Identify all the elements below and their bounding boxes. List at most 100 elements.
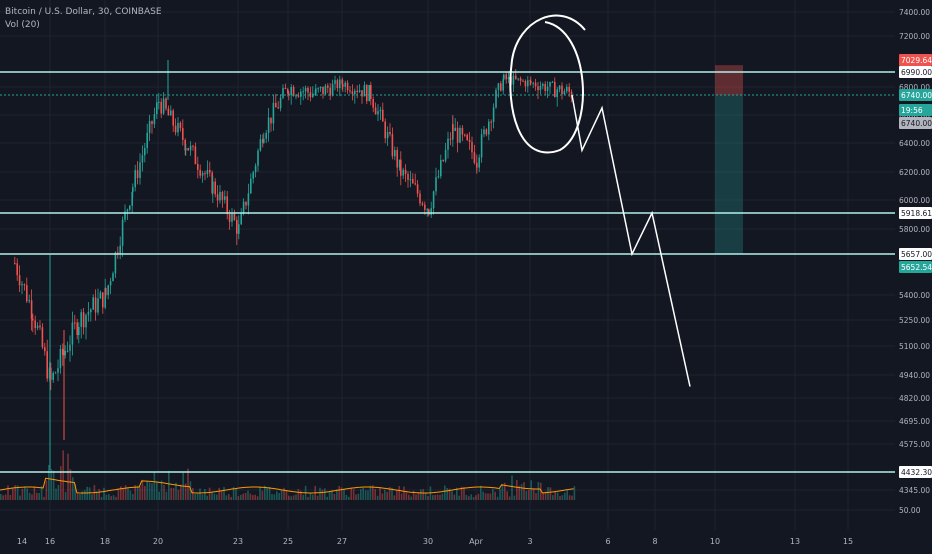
volume-bar [4, 494, 7, 500]
candle [492, 107, 495, 122]
candle [331, 83, 334, 96]
candle [368, 84, 370, 102]
candle [568, 86, 570, 92]
volume-bar [112, 495, 115, 500]
candle [209, 169, 211, 173]
volume-bar [352, 489, 355, 500]
time-axis-bg [0, 530, 932, 550]
volume-bar [532, 488, 535, 500]
candle [384, 121, 386, 139]
horizontal-levels[interactable] [0, 71, 895, 473]
take-profit-zone[interactable] [715, 95, 743, 254]
candle [46, 351, 48, 379]
candle [219, 191, 221, 201]
candle [454, 127, 456, 132]
volume-bar [141, 479, 144, 500]
volume-bar [139, 486, 141, 500]
time-tick-label: 13 [790, 537, 800, 546]
volume-bar [242, 493, 244, 500]
volume-bar [367, 490, 369, 500]
candle [554, 81, 556, 98]
volume-indicator-label[interactable]: Vol (20) [5, 20, 40, 30]
volume-bar [540, 482, 542, 500]
volume-bar [434, 494, 436, 500]
candle [204, 173, 206, 175]
volume-bar [136, 485, 139, 500]
volume-bar [177, 489, 180, 500]
projection-path[interactable] [571, 94, 691, 387]
candle [74, 322, 76, 324]
candle [247, 193, 250, 206]
volume-bar [160, 480, 163, 500]
candle [502, 79, 504, 91]
candle [250, 178, 252, 194]
volume-bar [100, 496, 103, 500]
volume-histogram [0, 450, 576, 500]
volume-bar [295, 494, 297, 500]
volume-bar [408, 494, 410, 500]
volume-bar [446, 488, 448, 500]
price-label-badge [899, 89, 932, 101]
volume-bar [98, 489, 100, 500]
price-tick-label: 4575.00 [899, 440, 930, 449]
volume-bar [127, 488, 129, 500]
price-label: 6740.00 [901, 119, 932, 128]
volume-bar [268, 487, 271, 500]
price-tick-label: 5400.00 [899, 291, 930, 300]
candle [424, 204, 426, 210]
volume-bar [542, 492, 544, 500]
volume-bar [76, 492, 79, 500]
candle [551, 81, 554, 83]
candle [153, 114, 156, 125]
volume-bar [496, 496, 499, 500]
volume-bar [420, 489, 422, 500]
volume-bar [79, 493, 81, 500]
volume-bar [33, 486, 36, 500]
volume-bar [518, 485, 520, 500]
time-axis[interactable]: 14 16 18 20 23 25 27 30 Apr 3 6 8 10 13 15 [0, 530, 932, 550]
price-axis[interactable]: 7400.007200.006990.006800.006600.006400.… [895, 0, 932, 550]
volume-bar [309, 492, 312, 500]
projection-drawing[interactable] [509, 14, 691, 387]
candle [94, 297, 97, 313]
candle [300, 91, 302, 97]
candle [59, 348, 62, 369]
candle [426, 209, 428, 211]
volume-bar [340, 487, 343, 500]
short-position-tool[interactable] [715, 65, 743, 254]
volume-bar [199, 488, 201, 500]
volume-bar [184, 483, 187, 500]
volume-bar [196, 493, 199, 500]
candle [104, 288, 106, 308]
candle [290, 86, 292, 96]
candle [64, 350, 66, 356]
candle [346, 82, 349, 91]
candle [146, 132, 148, 149]
candle [452, 124, 454, 132]
volume-bar [278, 493, 280, 500]
candle [356, 90, 358, 93]
candle [522, 80, 524, 82]
candle [558, 85, 561, 90]
candle [192, 145, 194, 147]
candle [119, 245, 121, 255]
candle [174, 125, 177, 133]
volume-bar [417, 491, 420, 500]
highlight-circle[interactable] [509, 14, 586, 154]
volume-bar [559, 495, 561, 500]
volume-bar [69, 469, 72, 500]
volume-bar [448, 488, 451, 500]
candle [344, 82, 346, 87]
stop-loss-zone[interactable] [715, 65, 743, 95]
price-tick-label: 6800.00 [899, 83, 930, 92]
time-tick-label: 14 [17, 537, 27, 546]
price-label-badge [899, 117, 932, 129]
candle [327, 85, 329, 88]
candle [109, 281, 112, 286]
volume-bar [91, 494, 93, 500]
candle [468, 139, 471, 142]
symbol-title[interactable]: Bitcoin / U.S. Dollar, 30, COINBASE [5, 7, 162, 17]
volume-bar [393, 495, 396, 500]
